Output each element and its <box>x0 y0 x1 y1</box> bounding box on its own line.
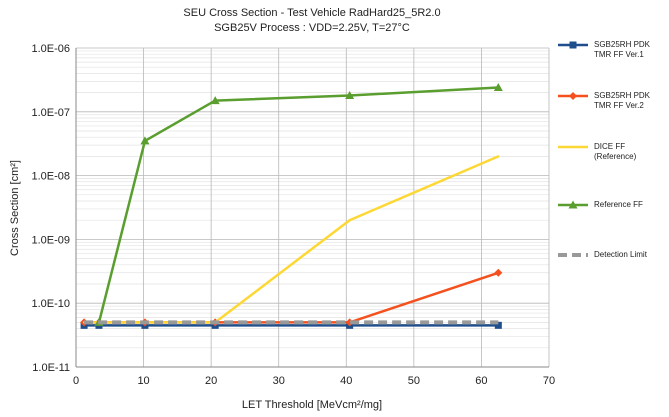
legend-label: DICE FF (Reference) <box>594 142 637 161</box>
legend-label: Reference FF <box>594 200 643 209</box>
point <box>497 155 500 158</box>
y-tick-label: 1.0E-07 <box>31 107 70 119</box>
marker <box>494 321 502 329</box>
legend-marker <box>568 200 578 209</box>
marker <box>493 83 503 92</box>
point <box>348 218 351 222</box>
x-tick-label: 20 <box>205 375 217 387</box>
x-tick-label: 0 <box>73 375 79 387</box>
x-tick-label: 50 <box>408 375 420 387</box>
y-tick-label: 1.0E-08 <box>31 171 70 183</box>
marker <box>345 91 355 100</box>
x-tick-label: 70 <box>543 375 555 387</box>
marker <box>494 268 503 277</box>
marker <box>210 96 220 105</box>
series-line <box>97 86 499 323</box>
series-line <box>84 271 499 324</box>
legend-label: SGB25RH PDK TMR FF Ver.2 <box>594 91 651 110</box>
y-axis-label: Cross Section [cm²] <box>9 160 21 256</box>
x-tick-label: 60 <box>475 375 487 387</box>
y-tick-label: 1.0E-09 <box>31 234 70 246</box>
x-tick-label: 30 <box>273 375 285 387</box>
chart-subtitle: SGB25V Process : VDD=2.25V, T=27°C <box>214 22 410 34</box>
y-tick-label: 1.0E-11 <box>32 362 70 374</box>
marker <box>140 136 150 145</box>
y-tick-label: 1.0E-10 <box>31 298 70 310</box>
chart-title: SEU Cross Section - Test Vehicle RadHard… <box>183 7 440 19</box>
legend-label: SGB25RH PDK TMR FF Ver.1 <box>594 40 651 59</box>
x-axis-label: LET Threshold [MeVcm²/mg] <box>242 399 382 411</box>
y-tick-label: 1.0E-06 <box>31 43 70 55</box>
x-tick-label: 40 <box>340 375 352 387</box>
legend-label: Detection Limit <box>594 250 647 259</box>
legend-marker <box>569 92 577 100</box>
legend-marker <box>569 41 577 49</box>
x-tick-label: 10 <box>137 375 149 387</box>
